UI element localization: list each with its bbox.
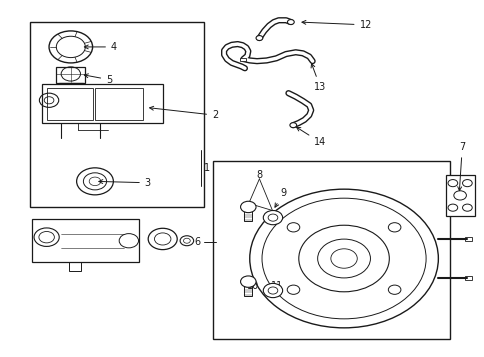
Circle shape	[76, 168, 113, 195]
Text: 11: 11	[271, 281, 283, 291]
Text: 8: 8	[256, 170, 262, 180]
Circle shape	[249, 189, 438, 328]
Circle shape	[49, 31, 92, 63]
Circle shape	[263, 211, 282, 225]
Circle shape	[240, 276, 256, 287]
Circle shape	[388, 223, 400, 232]
Circle shape	[263, 283, 282, 298]
Circle shape	[447, 180, 457, 187]
Bar	[213, 161, 450, 338]
Circle shape	[447, 204, 457, 211]
Bar	[464, 237, 471, 241]
Bar	[445, 175, 474, 216]
Bar	[46, 88, 92, 120]
Bar	[244, 207, 252, 221]
Circle shape	[453, 191, 466, 200]
Text: 9: 9	[274, 188, 286, 207]
Bar	[32, 220, 138, 262]
Bar	[95, 88, 143, 120]
Circle shape	[180, 236, 193, 246]
Circle shape	[287, 223, 299, 232]
Bar	[464, 276, 471, 280]
Text: 13: 13	[310, 64, 326, 92]
Circle shape	[462, 180, 471, 187]
Circle shape	[298, 225, 389, 292]
Text: 3: 3	[99, 178, 151, 188]
Text: 14: 14	[296, 127, 326, 147]
Circle shape	[256, 36, 262, 41]
Bar	[42, 84, 162, 124]
Bar	[56, 67, 85, 83]
Text: 5: 5	[84, 74, 112, 85]
Bar	[30, 22, 203, 207]
Text: 10: 10	[246, 281, 259, 291]
Bar	[240, 57, 245, 61]
Text: 1: 1	[203, 163, 210, 173]
Circle shape	[34, 228, 59, 246]
Circle shape	[462, 204, 471, 211]
Circle shape	[148, 228, 177, 250]
Text: 6: 6	[194, 237, 200, 247]
Circle shape	[388, 285, 400, 294]
Circle shape	[287, 285, 299, 294]
Circle shape	[289, 123, 296, 128]
Text: 4: 4	[84, 42, 117, 52]
Bar	[69, 262, 81, 271]
Bar	[244, 282, 252, 296]
Text: 12: 12	[302, 20, 371, 30]
Circle shape	[287, 20, 294, 25]
Text: 7: 7	[457, 142, 465, 191]
Text: 2: 2	[149, 106, 218, 120]
Circle shape	[240, 201, 256, 213]
